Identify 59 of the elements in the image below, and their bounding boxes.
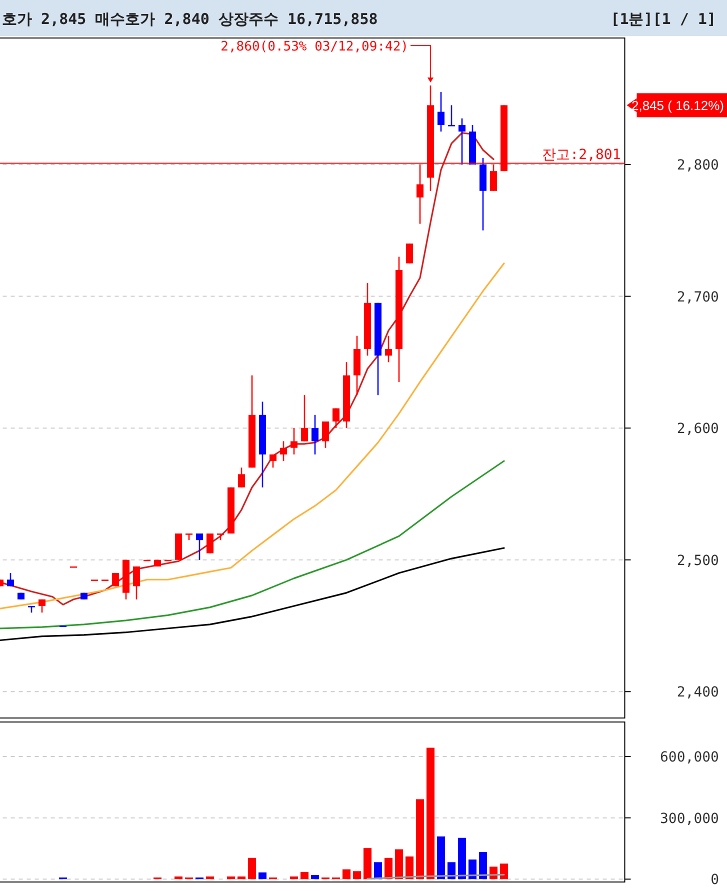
candlestick: [332, 408, 340, 429]
bar: [458, 838, 466, 880]
y-tick-label: 600,000: [660, 750, 719, 766]
bar: [227, 876, 235, 880]
candlestick: [280, 440, 287, 462]
candlestick: [238, 466, 245, 488]
line-series: [0, 547, 505, 642]
candlestick: [206, 532, 214, 554]
y-tick-label: 2,500: [676, 552, 719, 569]
bar: [174, 876, 182, 880]
y-tick-label: 2,600: [676, 421, 719, 438]
candlestick: [438, 91, 444, 132]
y-tick-label: 2,700: [676, 289, 719, 306]
bar: [395, 849, 403, 880]
bar: [500, 864, 508, 880]
bar: [416, 799, 424, 880]
candlestick: [38, 598, 46, 614]
candlestick: [458, 118, 466, 166]
bar: [406, 856, 414, 880]
bar: [374, 862, 382, 880]
bar: [206, 876, 214, 880]
candlestick: [133, 566, 140, 600]
y-tick-label: 300,000: [660, 810, 719, 827]
candlestick: [301, 394, 308, 442]
y-tick-label: 2,400: [676, 684, 719, 701]
bar: [258, 872, 266, 880]
bar: [238, 876, 246, 880]
candlestick: [312, 414, 318, 456]
y-tick-label: 0: [710, 872, 719, 888]
bar: [384, 858, 392, 880]
text: 2,845 ( 16.12%): [631, 98, 724, 114]
y-tick-label: 2,800: [676, 158, 719, 174]
candlestick: [7, 572, 14, 587]
bar: [353, 871, 361, 880]
bar: [248, 858, 256, 880]
ref-line-label: 잔고:2,801: [542, 147, 621, 164]
bar: [290, 876, 298, 880]
chart-title: 호가 2,845 매수호가 2,840 상장주수 16,715,858: [2, 10, 378, 28]
candlestick: [270, 454, 276, 468]
candlestick: [112, 572, 119, 587]
bar: [479, 852, 487, 880]
candlestick: [406, 242, 413, 264]
text: [1분][1 / 1]: [610, 10, 716, 28]
candlestick: [196, 532, 203, 561]
bar: [426, 748, 434, 880]
line-series: [0, 262, 505, 610]
bar: [300, 872, 308, 880]
bar: [311, 875, 319, 880]
bar: [342, 869, 350, 880]
bar: [448, 862, 456, 880]
bar: [437, 836, 445, 880]
annotation: 2,860(0.53% 03/12,09:42): [220, 39, 408, 54]
bar: [364, 848, 372, 880]
candlestick: [290, 427, 298, 456]
bar: [468, 860, 476, 880]
candlestick: [385, 335, 392, 363]
candlestick: [448, 104, 455, 126]
candlestick: [322, 420, 329, 448]
line-series: [0, 460, 505, 630]
